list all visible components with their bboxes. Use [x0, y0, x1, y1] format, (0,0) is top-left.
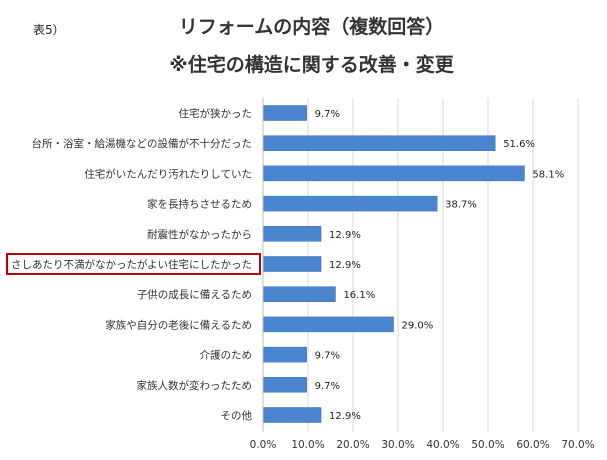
bar [262, 105, 307, 121]
value-label: 16.1% [343, 290, 375, 301]
value-label: 58.1% [532, 169, 564, 180]
chart-title: リフォームの内容（複数回答） [178, 16, 445, 38]
value-label: 51.6% [503, 139, 535, 150]
value-label: 9.7% [315, 109, 340, 120]
bar [262, 407, 322, 423]
bar [262, 165, 525, 182]
x-tick-label: 10.0% [291, 439, 324, 451]
bar [262, 286, 336, 302]
bar [262, 377, 307, 393]
x-tick-label: 0.0% [250, 439, 277, 451]
value-label: 12.9% [329, 411, 361, 422]
category-label: 耐震性がなかったから [147, 228, 252, 241]
bar [262, 316, 394, 333]
category-label: その他 [221, 409, 253, 422]
value-label: 9.7% [315, 351, 340, 362]
bar [262, 346, 307, 363]
category-label: 住宅がいたんだり汚れたりしていた [84, 167, 252, 180]
category-label: 家を長持ちさせるため [147, 198, 252, 211]
x-tick-label: 60.0% [516, 439, 549, 451]
category-label: 家族人数が変わったため [137, 379, 253, 392]
category-label: 住宅が狭かった [179, 107, 253, 120]
category-label: さしあたり不満がなかったがよい住宅にしたかった [11, 258, 252, 271]
value-label: 29.0% [402, 320, 434, 331]
bar [262, 195, 438, 212]
x-tick-label: 30.0% [381, 439, 414, 451]
value-label: 12.9% [329, 260, 361, 271]
bar [262, 135, 496, 151]
category-label: 家族や自分の老後に備えるため [105, 318, 252, 331]
value-label: 38.7% [445, 200, 477, 211]
category-label: 子供の成長に備えるため [137, 288, 252, 301]
value-label: 9.7% [315, 381, 340, 392]
category-label: 台所・浴室・給湯機などの設備が不十分だった [32, 137, 253, 150]
x-tick-label: 70.0% [561, 439, 594, 451]
x-tick-label: 40.0% [426, 439, 459, 451]
table-number: 表5） [33, 23, 65, 37]
chart-subtitle: ※住宅の構造に関する改善・変更 [169, 54, 454, 76]
value-label: 12.9% [329, 230, 361, 241]
category-label: 介護のため [200, 349, 253, 362]
x-tick-label: 20.0% [336, 439, 369, 451]
bar [262, 226, 322, 242]
bar [262, 256, 322, 272]
x-tick-label: 50.0% [471, 439, 504, 451]
highlight-box [6, 253, 261, 275]
